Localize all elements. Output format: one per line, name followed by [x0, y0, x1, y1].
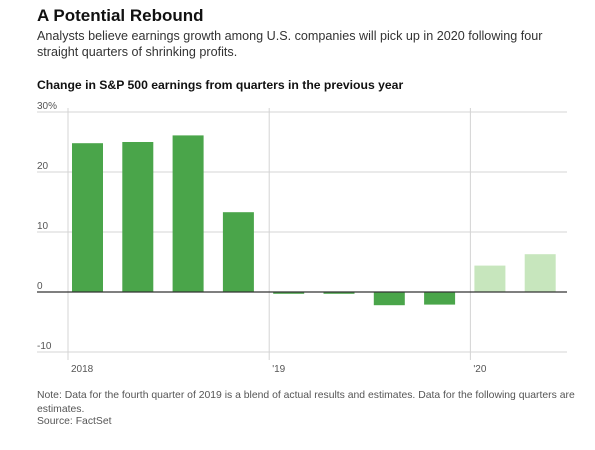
bar-q2-2018: [122, 142, 154, 292]
tick-layer: 30% 20 10 0 -10 2018 '19 '20: [37, 101, 487, 375]
y-tick-label: -10: [37, 341, 52, 352]
grid-layer: [37, 108, 567, 360]
bar-chart: 30% 20 10 0 -10 2018 '19 '20: [37, 101, 567, 375]
bar-layer: [72, 135, 556, 306]
bar-q3-2018: [172, 135, 204, 292]
y-tick-label: 20: [37, 161, 49, 172]
bar-q1-2018: [72, 143, 103, 292]
chart-source: Source: FactSet: [37, 416, 112, 427]
x-tick-label: '19: [272, 364, 285, 375]
bar-q2-2019: [323, 292, 355, 294]
chart-subtitle: Analysts believe earnings growth among U…: [37, 29, 543, 59]
bar-q4-2019: [424, 292, 456, 305]
bar-q1-2019: [273, 292, 305, 294]
bar-q1-2020: [474, 265, 506, 292]
chart-title: A Potential Rebound: [37, 6, 204, 25]
bar-q3-2019: [373, 292, 405, 306]
x-tick-label: '20: [473, 364, 486, 375]
chart-note: Note: Data for the fourth quarter of 201…: [37, 390, 575, 415]
bar-q4-2018: [222, 212, 254, 292]
y-tick-label: 10: [37, 221, 49, 232]
chart-heading: Change in S&P 500 earnings from quarters…: [37, 78, 404, 92]
y-tick-label: 0: [37, 281, 43, 292]
x-tick-label: 2018: [71, 364, 94, 375]
bar-q2-2020: [524, 254, 556, 292]
y-tick-label: 30%: [37, 101, 57, 112]
